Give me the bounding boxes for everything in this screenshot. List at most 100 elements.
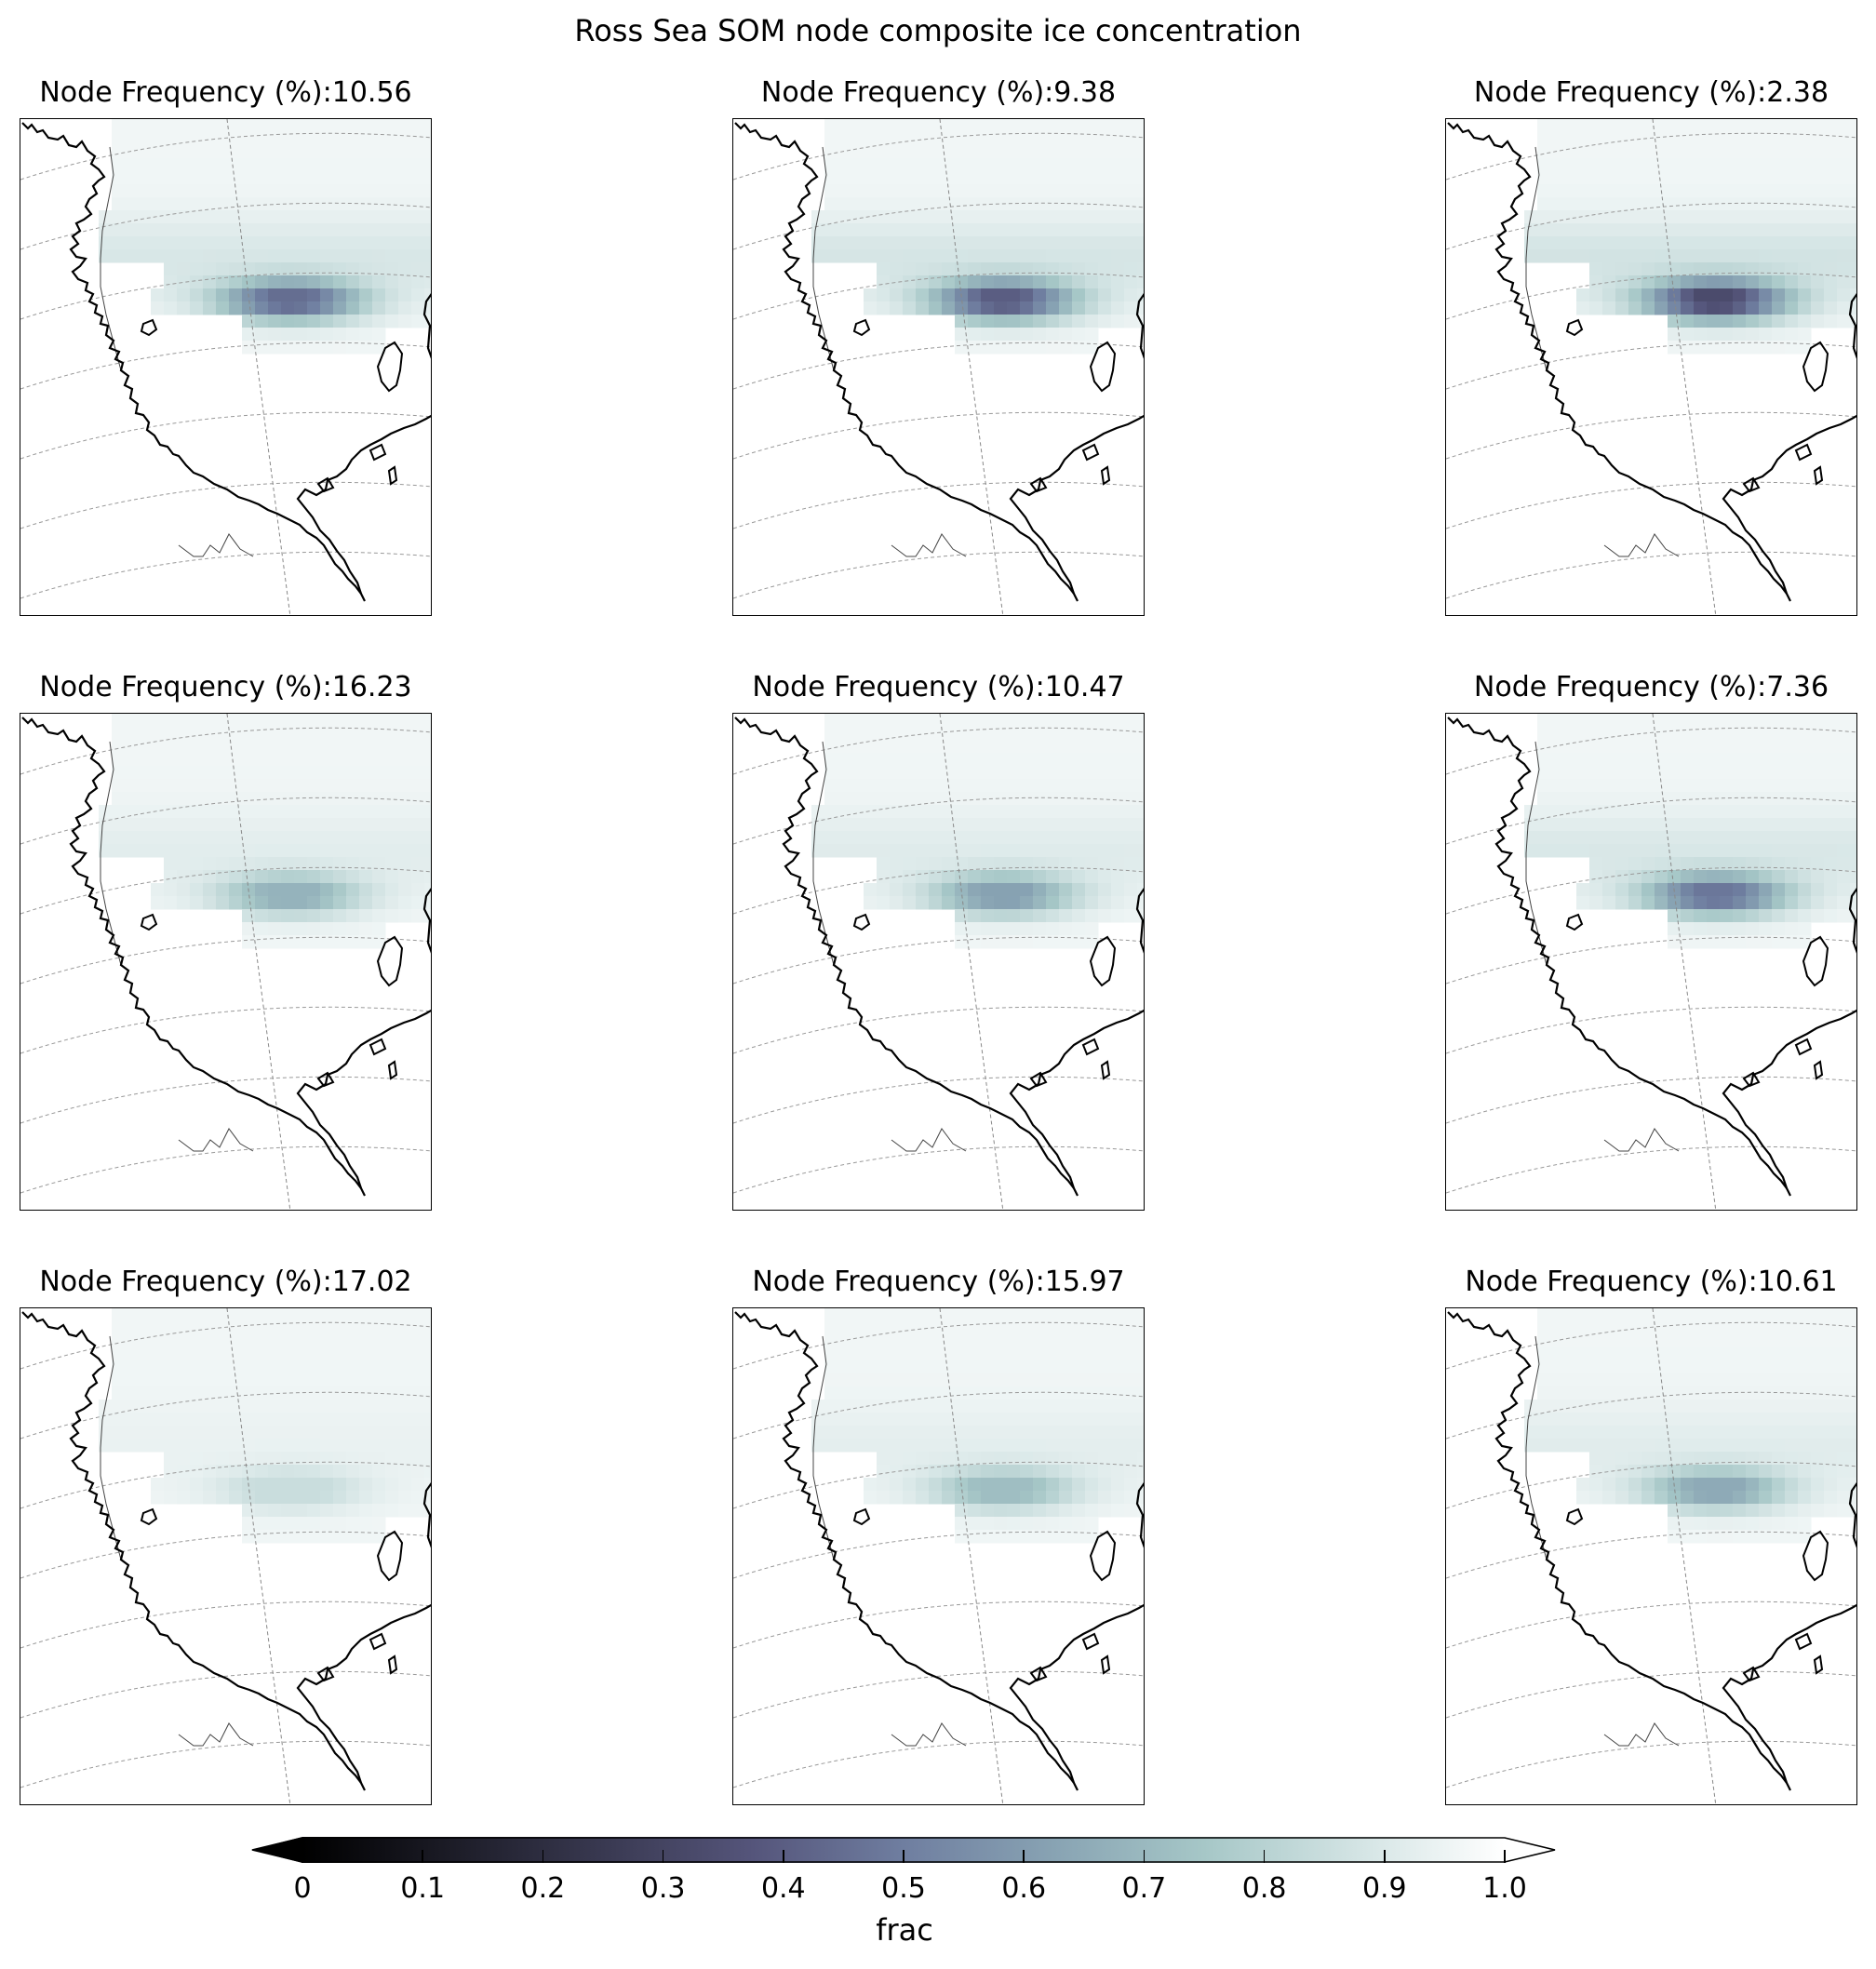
ice-cell — [242, 223, 256, 237]
ice-cell — [1550, 1347, 1564, 1361]
ice-cell — [1720, 922, 1734, 936]
ice-cell — [333, 870, 347, 884]
ice-cell — [968, 1347, 982, 1361]
ice-cell — [1720, 1413, 1734, 1427]
ice-cell — [294, 119, 308, 133]
ice-cell — [968, 792, 982, 806]
ice-cell — [138, 766, 152, 780]
ice-cell — [1111, 909, 1125, 923]
ice-cell — [320, 328, 334, 342]
ice-cell — [955, 132, 969, 146]
island-outline — [376, 1530, 404, 1582]
ice-cell — [1020, 1360, 1034, 1374]
ice-cell — [1694, 119, 1708, 133]
panel-title: Node Frequency (%):16.23 — [39, 671, 412, 703]
ice-cell — [112, 727, 126, 741]
latitude-line — [733, 1670, 1144, 1719]
ice-cell — [1576, 1360, 1590, 1374]
ice-cell — [138, 818, 152, 832]
ice-cell — [1524, 1439, 1538, 1453]
ice-cell — [242, 1504, 256, 1518]
ice-cell — [1020, 1321, 1034, 1335]
ice-cell — [1681, 236, 1695, 250]
ice-cell — [1537, 1373, 1551, 1387]
ice-cell — [1124, 1334, 1138, 1348]
ice-cell — [411, 184, 425, 198]
ice-cell — [333, 1400, 347, 1413]
coastline-east — [296, 1009, 431, 1189]
ice-cell — [1137, 766, 1144, 780]
ice-cell — [994, 922, 1008, 936]
ice-cell — [903, 1321, 917, 1335]
coastline — [1447, 717, 1791, 1197]
ice-cell — [1798, 223, 1812, 237]
ice-cell — [333, 223, 347, 237]
ice-cell — [411, 315, 425, 328]
ice-cell — [398, 792, 412, 806]
ice-cell — [320, 1400, 334, 1413]
ice-cell — [255, 792, 269, 806]
ice-cell — [294, 1413, 308, 1427]
ice-cell — [1850, 1373, 1856, 1387]
ice-cell — [1837, 236, 1851, 250]
ice-cell — [1655, 714, 1668, 728]
ice-cell — [1137, 1360, 1144, 1374]
ice-cell — [281, 753, 295, 767]
latitude-line — [733, 1531, 1144, 1579]
ice-cell — [255, 301, 269, 315]
ice-cell — [216, 132, 230, 146]
ice-cell — [1576, 236, 1590, 250]
ice-cell — [1124, 740, 1138, 754]
ice-cell — [1615, 844, 1629, 858]
ice-cell — [1137, 1452, 1144, 1466]
ice-shelf-front — [891, 1128, 967, 1152]
ice-cell — [164, 301, 178, 315]
ice-cell — [1785, 935, 1799, 949]
ice-cell — [1576, 883, 1590, 897]
ice-cell — [981, 1426, 995, 1440]
ice-cell — [320, 341, 334, 355]
ice-cell — [1694, 328, 1708, 342]
ice-cell — [320, 714, 334, 728]
ice-cell — [268, 301, 282, 315]
ice-cell — [1602, 779, 1616, 793]
ice-cell — [1628, 262, 1642, 276]
ice-cell — [1085, 275, 1099, 289]
ice-cell — [1746, 301, 1760, 315]
ice-cell — [1111, 844, 1125, 858]
ice-cell — [346, 262, 360, 276]
ice-cell — [942, 844, 956, 858]
ice-cell — [1085, 909, 1099, 923]
ice-cell — [929, 275, 943, 289]
ice-cell — [1759, 1347, 1773, 1361]
ice-cell — [890, 831, 904, 845]
ice-cell — [1137, 262, 1144, 276]
ice-cell — [994, 1517, 1008, 1531]
ice-cell — [1137, 158, 1144, 172]
ice-cell — [1733, 236, 1747, 250]
island-outline — [1802, 935, 1829, 987]
ice-cell — [1111, 792, 1125, 806]
ice-cell — [1694, 1347, 1708, 1361]
ice-cell — [1020, 1400, 1034, 1413]
ice-cell — [359, 171, 373, 185]
ice-cell — [320, 236, 334, 250]
ice-cell — [1642, 1308, 1655, 1322]
coastline-edge — [422, 292, 431, 359]
ice-cell — [851, 171, 864, 185]
ice-cell — [411, 1452, 425, 1466]
ice-cell — [929, 870, 943, 884]
ice-cell — [1628, 184, 1642, 198]
ice-cell — [1681, 792, 1695, 806]
ice-cell — [1137, 210, 1144, 224]
ice-cell — [877, 249, 891, 263]
ice-cell — [1085, 870, 1099, 884]
island-outline — [1794, 1038, 1813, 1056]
ice-cell — [1694, 1373, 1708, 1387]
ice-cell — [981, 753, 995, 767]
ice-cell — [955, 184, 969, 198]
ice-cell — [1655, 145, 1668, 159]
ice-cell — [1033, 275, 1047, 289]
ice-cell — [424, 1426, 431, 1440]
ice-cell — [1072, 236, 1086, 250]
